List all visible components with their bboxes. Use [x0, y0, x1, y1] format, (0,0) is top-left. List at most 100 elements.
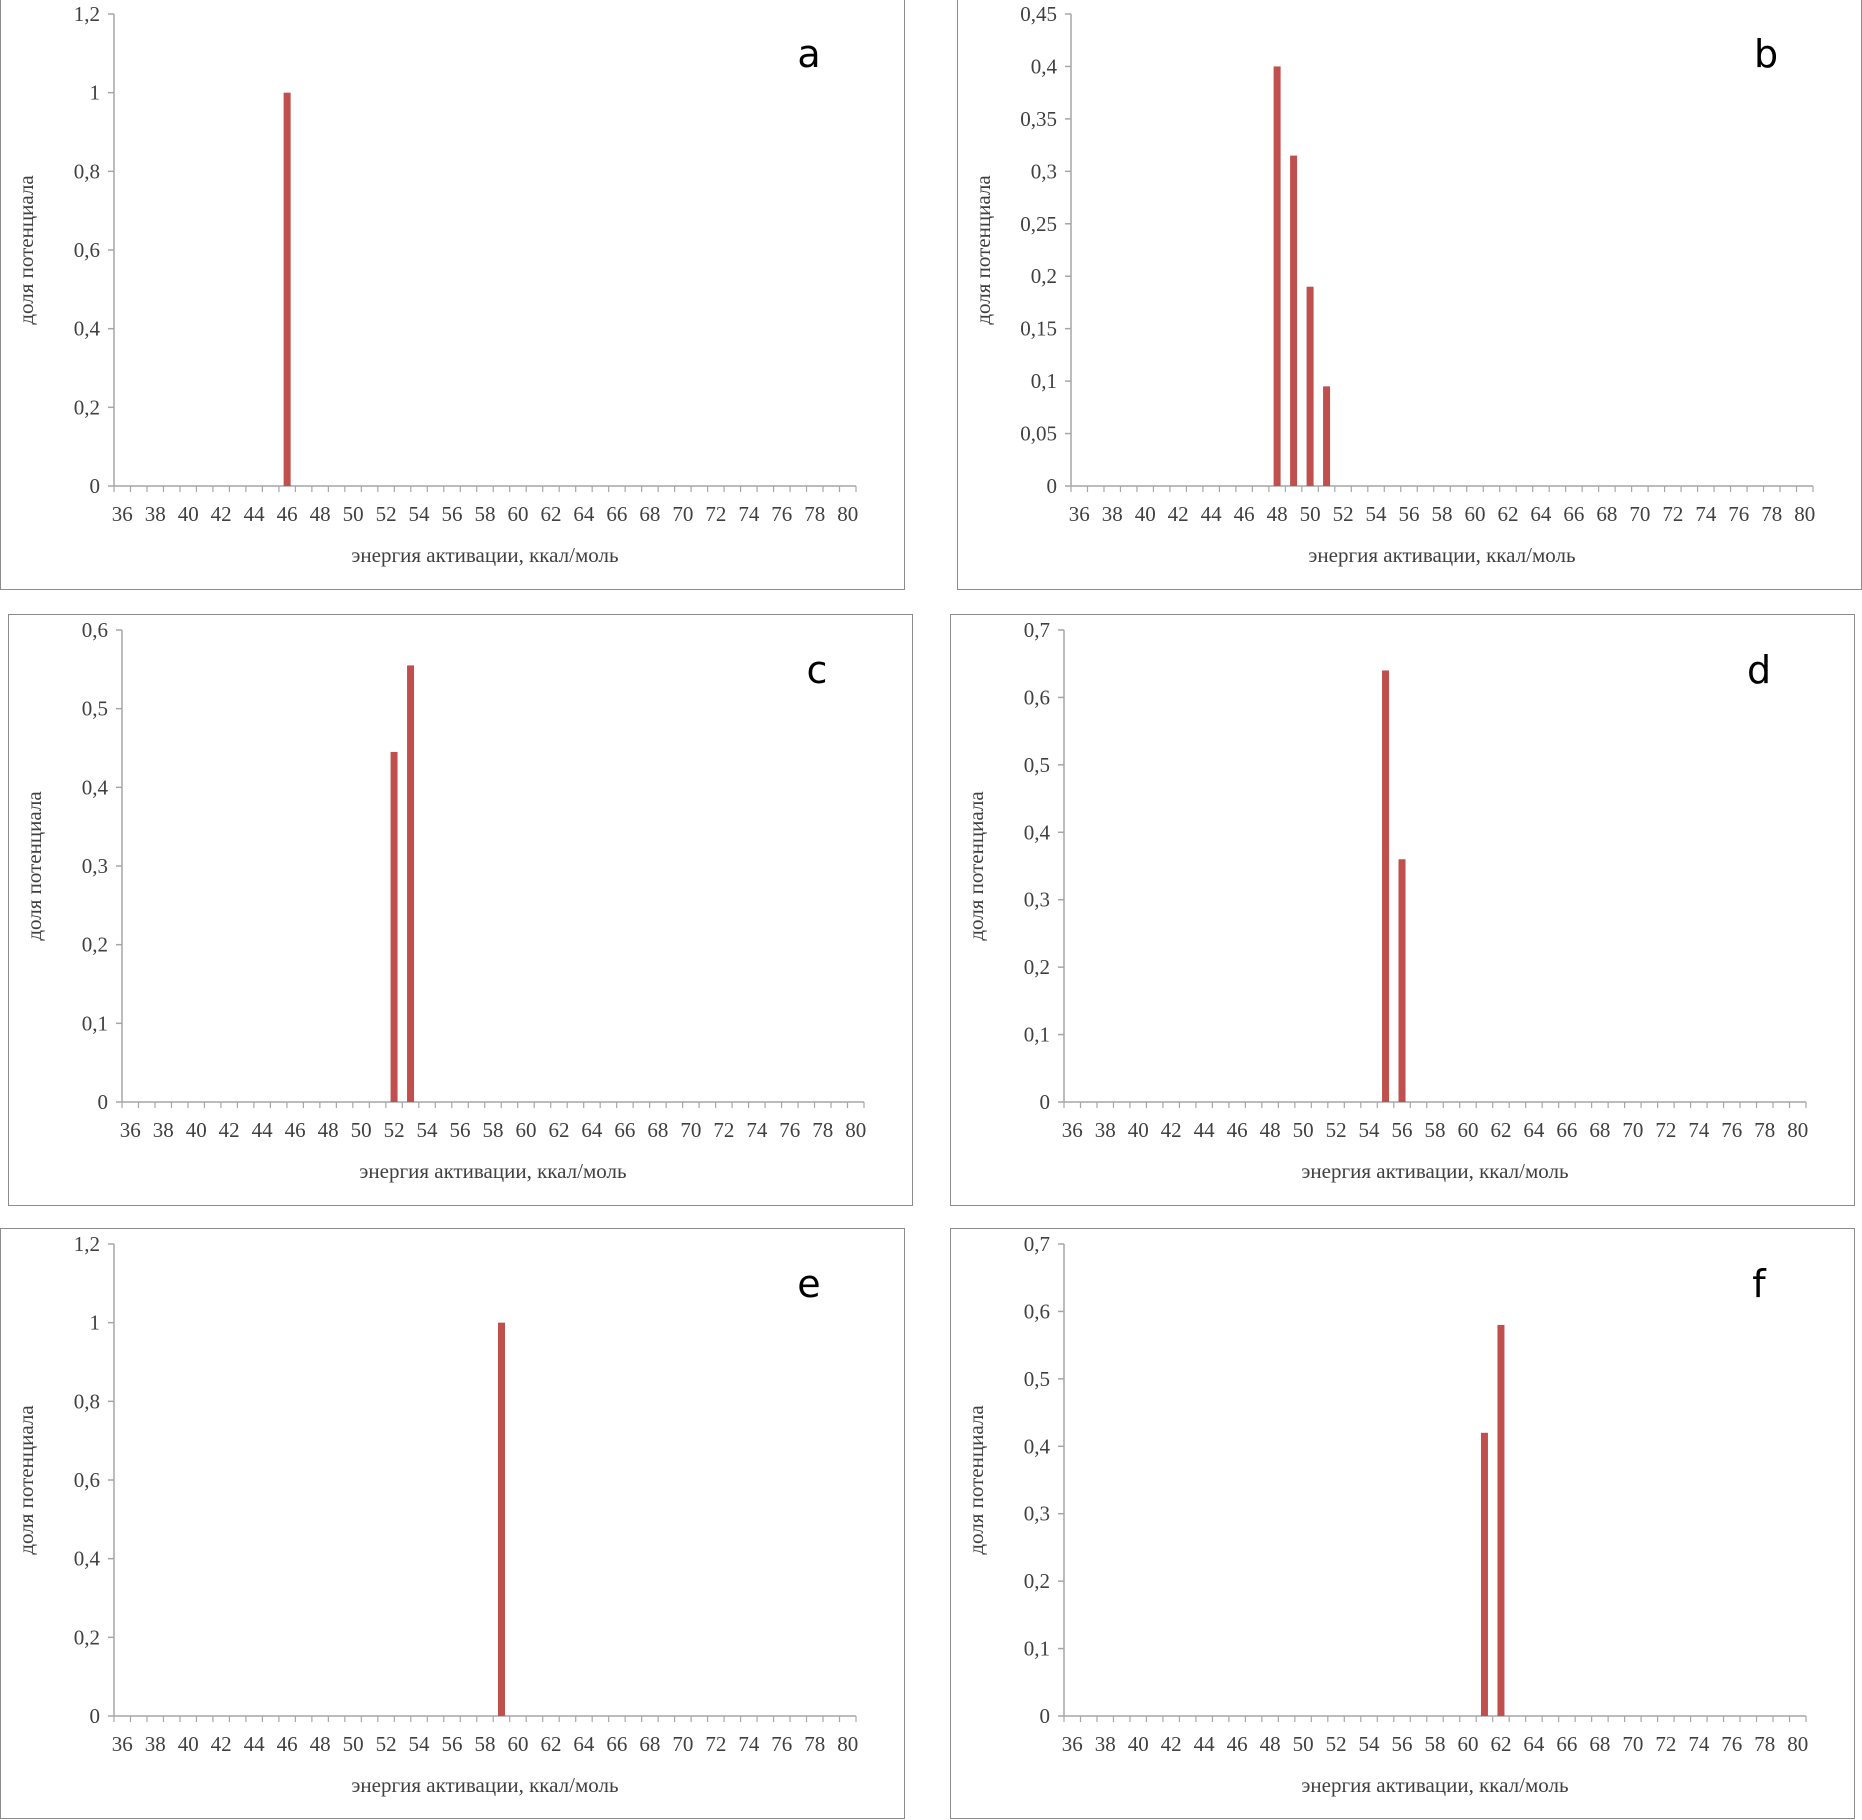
x-tick-label: 62 — [548, 1118, 569, 1142]
x-tick-label: 70 — [672, 502, 693, 526]
y-tick-label: 0,2 — [1024, 1569, 1050, 1593]
x-tick-label: 70 — [1622, 1118, 1643, 1142]
panel-letter: f — [1752, 1262, 1767, 1306]
panel-letter: a — [797, 32, 820, 76]
x-tick-label: 78 — [812, 1118, 833, 1142]
x-tick-label: 46 — [277, 502, 298, 526]
y-tick-label: 0 — [90, 474, 101, 498]
x-tick-label: 66 — [606, 1732, 627, 1756]
x-tick-label: 46 — [285, 1118, 306, 1142]
x-tick-label: 44 — [1194, 1732, 1216, 1756]
panel-letter: c — [807, 648, 828, 692]
x-tick-label: 50 — [1293, 1118, 1314, 1142]
x-tick-label: 58 — [475, 1732, 496, 1756]
x-tick-label: 54 — [1366, 502, 1388, 526]
x-tick-label: 42 — [219, 1118, 240, 1142]
x-tick-label: 60 — [1457, 1118, 1478, 1142]
y-tick-label: 0,2 — [74, 1625, 100, 1649]
x-tick-label: 48 — [318, 1118, 339, 1142]
y-tick-label: 0,6 — [1024, 685, 1050, 709]
x-tick-label: 36 — [112, 502, 133, 526]
x-tick-label: 62 — [1490, 1118, 1511, 1142]
x-tick-label: 60 — [1464, 502, 1485, 526]
chart-svg-a: 0 0,2 0,4 0,6 0,8 1 1,2 36 38 40 42 44 46 48 50 52 54 56 5… — [14, 2, 858, 567]
x-tick-label: 44 — [1201, 502, 1223, 526]
x-tick-label: 52 — [1326, 1732, 1347, 1756]
x-tick-label: 56 — [450, 1118, 471, 1142]
y-tick-label: 0,2 — [1031, 264, 1057, 288]
y-tick-label: 0,05 — [1020, 422, 1057, 446]
y-tick-label: 0,5 — [1024, 1367, 1050, 1391]
x-tick-label: 42 — [1168, 502, 1189, 526]
x-tick-label: 54 — [1359, 1732, 1381, 1756]
panel-letter: b — [1754, 32, 1778, 76]
x-tick-label: 76 — [1728, 502, 1749, 526]
x-tick-label: 52 — [1326, 1118, 1347, 1142]
bar — [1323, 386, 1331, 486]
x-tick-label: 50 — [1293, 1732, 1314, 1756]
x-tick-label: 38 — [153, 1118, 174, 1142]
y-tick-label: 0,45 — [1020, 2, 1057, 26]
y-tick-label: 0,5 — [1024, 753, 1050, 777]
x-tick-label: 80 — [845, 1118, 866, 1142]
x-tick-label: 48 — [1267, 502, 1288, 526]
x-tick-label: 72 — [1655, 1118, 1676, 1142]
y-tick-label: 1 — [90, 1311, 101, 1335]
x-tick-label: 38 — [145, 1732, 166, 1756]
x-tick-label: 38 — [1095, 1732, 1116, 1756]
chart-panel-e: 0 0,2 0,4 0,6 0,8 1 1,2 36 38 40 42 44 46 48 50 52 54 56 5… — [0, 1228, 905, 1819]
y-tick-label: 1,2 — [74, 1232, 100, 1256]
x-tick-label: 42 — [211, 502, 232, 526]
x-axis-title: энергия активации, ккал/моль — [1301, 1773, 1568, 1797]
x-tick-label: 54 — [417, 1118, 439, 1142]
x-tick-label: 78 — [1754, 1118, 1775, 1142]
bar — [407, 665, 415, 1102]
chart-panel-a: 0 0,2 0,4 0,6 0,8 1 1,2 36 38 40 42 44 46 48 50 52 54 56 5… — [0, 0, 905, 590]
x-tick-label: 72 — [1655, 1732, 1676, 1756]
y-tick-label: 0,2 — [1024, 955, 1050, 979]
y-tick-label: 0,1 — [82, 1011, 108, 1035]
x-tick-label: 48 — [310, 502, 331, 526]
x-tick-label: 76 — [1721, 1118, 1742, 1142]
x-tick-label: 46 — [1227, 1118, 1248, 1142]
x-tick-label: 56 — [442, 502, 463, 526]
x-tick-label: 58 — [1425, 1732, 1446, 1756]
y-tick-label: 0,35 — [1020, 107, 1057, 131]
x-tick-label: 78 — [1761, 502, 1782, 526]
y-tick-label: 0,8 — [74, 159, 100, 183]
x-axis-title: энергия активации, ккал/моль — [351, 1773, 618, 1797]
x-tick-label: 60 — [515, 1118, 536, 1142]
x-tick-label: 64 — [1530, 502, 1552, 526]
y-tick-label: 0,1 — [1031, 369, 1057, 393]
bar — [1306, 286, 1314, 486]
y-tick-label: 0,6 — [74, 1468, 100, 1492]
chart-svg-e: 0 0,2 0,4 0,6 0,8 1 1,2 36 38 40 42 44 46 48 50 52 54 56 5… — [14, 1232, 858, 1797]
x-tick-label: 46 — [1227, 1732, 1248, 1756]
y-tick-label: 0 — [1040, 1704, 1051, 1728]
x-tick-label: 64 — [573, 1732, 595, 1756]
x-tick-label: 66 — [606, 502, 627, 526]
x-tick-label: 44 — [244, 1732, 266, 1756]
y-tick-label: 0,1 — [1024, 1637, 1050, 1661]
y-tick-label: 0,5 — [82, 697, 108, 721]
bar — [1497, 1324, 1505, 1716]
x-tick-label: 72 — [705, 502, 726, 526]
x-tick-label: 62 — [1490, 1732, 1511, 1756]
y-tick-label: 0,3 — [1031, 159, 1057, 183]
y-axis-title: доля потенциала — [971, 175, 995, 325]
x-tick-label: 52 — [376, 502, 397, 526]
x-tick-label: 56 — [1399, 502, 1420, 526]
x-tick-label: 80 — [1787, 1118, 1808, 1142]
x-tick-label: 76 — [771, 502, 792, 526]
chart-svg-d: 0 0,1 0,2 0,3 0,4 0,5 0,6 0,7 36 38 40 42 44 46 48 50 52… — [964, 618, 1808, 1183]
x-tick-label: 40 — [1128, 1118, 1149, 1142]
x-tick-label: 80 — [837, 502, 858, 526]
y-tick-label: 0,6 — [74, 238, 100, 262]
x-tick-label: 74 — [1695, 502, 1717, 526]
x-tick-label: 74 — [1688, 1118, 1710, 1142]
x-tick-label: 36 — [120, 1118, 141, 1142]
y-tick-label: 0,3 — [1024, 888, 1050, 912]
x-tick-label: 66 — [1563, 502, 1584, 526]
x-tick-label: 60 — [507, 502, 528, 526]
x-axis-title: энергия активации, ккал/моль — [351, 543, 618, 567]
